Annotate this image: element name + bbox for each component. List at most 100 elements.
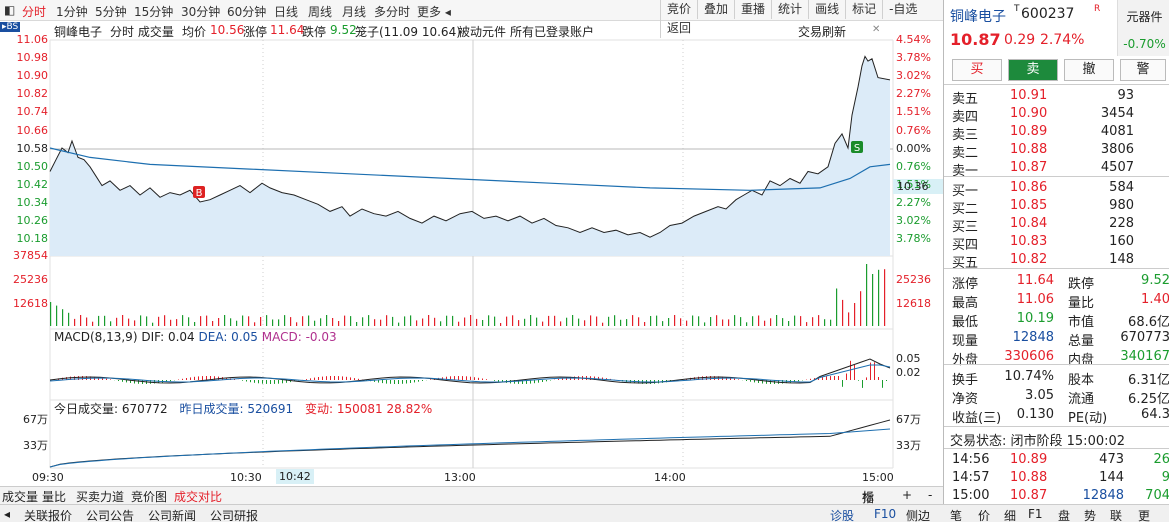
tool-remove-watchlist[interactable]: -自选 [882, 0, 923, 19]
stat-value: 12848 [984, 330, 1054, 345]
stat-value: 11.06 [984, 292, 1054, 307]
ask-price: 10.87 [1010, 160, 1047, 175]
tool-auction[interactable]: 竞价 [660, 0, 697, 19]
close-icon[interactable]: ✕ [872, 24, 880, 35]
panel-tab-trend[interactable]: 势 [1084, 507, 1096, 524]
footer-announcement[interactable]: 公司公告 [86, 507, 134, 524]
cancel-order-button[interactable]: 撤 [1064, 59, 1114, 81]
tab-buy-sell-force[interactable]: 买卖力道 [76, 488, 124, 505]
stat-row: 最低 10.19 市值 68.6亿 [944, 310, 1169, 328]
tab-1min[interactable]: 1分钟 [56, 3, 88, 20]
tab-30min[interactable]: 30分钟 [181, 3, 220, 20]
panel-stock-code: 600237 [1021, 6, 1074, 22]
tool-overlay[interactable]: 叠加 [697, 0, 734, 19]
ask-row[interactable]: 卖四 10.90 3454 [944, 105, 1169, 123]
svg-text:B: B [196, 188, 203, 199]
panel-tab-detail[interactable]: 细 [1004, 507, 1016, 524]
ask-volume: 4081 [1094, 124, 1134, 139]
cumvol-legend: 今日成交量: 670772 昨日成交量: 520691 变动: 150081 2… [54, 400, 432, 417]
vol-axis-low-right: 12618 [896, 297, 931, 310]
vol-axis-mid: 25236 [4, 273, 48, 286]
footer-bar: ◂ 关联报价 公司公告 公司新闻 公司研报 诊股 F10 侧边 笔 价 细 F1… [0, 504, 1169, 522]
bid-row[interactable]: 买五 10.82 148 [944, 251, 1169, 269]
tab-more[interactable]: 更多 ◂ [417, 3, 451, 20]
footer-related-quote[interactable]: 关联报价 [24, 507, 72, 524]
stat-label: 最低 [952, 311, 978, 330]
t-badge: T [1014, 4, 1020, 14]
cumvol-today: 今日成交量: 670772 [54, 402, 168, 416]
zoom-out-button[interactable]: - [928, 488, 932, 502]
tab-weekly[interactable]: 周线 [308, 3, 332, 20]
tab-auction-chart[interactable]: 竞价图 [131, 488, 167, 505]
price-tick: 10.42 [4, 178, 48, 191]
ask-row[interactable]: 卖五 10.91 93 [944, 87, 1169, 105]
tool-mark[interactable]: 标记 [845, 0, 882, 19]
price-tick: 10.98 [4, 51, 48, 64]
vol-axis-low: 12618 [4, 297, 48, 310]
tick-price: 10.89 [1010, 452, 1047, 467]
footer-news[interactable]: 公司新闻 [148, 507, 196, 524]
fund-label-2: 流通 [1068, 388, 1094, 407]
tab-multi-intraday[interactable]: 多分时 [374, 3, 410, 20]
tab-volume[interactable]: 成交量 [2, 488, 38, 505]
tool-replay[interactable]: 重播 [734, 0, 771, 19]
panel-stock-name[interactable]: 铜峰电子 [950, 6, 1006, 26]
panel-tab-f1[interactable]: F1 [1028, 507, 1043, 521]
tab-intraday[interactable]: 分时 [22, 3, 46, 20]
buy-button[interactable]: 买 [952, 59, 1002, 81]
stat-label: 最高 [952, 292, 978, 311]
panel-tab-more[interactable]: 更 [1138, 507, 1150, 524]
panel-tab-link[interactable]: 联 [1110, 507, 1122, 524]
bid-volume: 980 [1094, 198, 1134, 213]
tool-draw[interactable]: 画线 [808, 0, 845, 19]
trade-status: 交易状态: 闭市阶段 15:00:02 [950, 430, 1125, 449]
limit-up-value: 11.64 [270, 23, 304, 37]
tab-daily[interactable]: 日线 [274, 3, 298, 20]
bid-row[interactable]: 买一 10.86 584 [944, 179, 1169, 197]
buy-marker[interactable]: B [193, 186, 205, 199]
tab-volume-compare[interactable]: 成交对比 [174, 488, 222, 505]
panel-tab-board[interactable]: 盘 [1058, 507, 1070, 524]
tab-60min[interactable]: 60分钟 [227, 3, 266, 20]
tab-5min[interactable]: 5分钟 [95, 3, 127, 20]
footer-sidebar[interactable]: 侧边 [906, 507, 930, 524]
intraday-chart[interactable]: B S [0, 38, 943, 490]
tab-15min[interactable]: 15分钟 [134, 3, 173, 20]
tab-volume-ratio[interactable]: 量比 [42, 488, 66, 505]
tab-monthly[interactable]: 月线 [342, 3, 366, 20]
macd-legend: MACD(8,13,9) DIF: 0.04 DEA: 0.05 MACD: -… [54, 330, 337, 344]
panel-change-pct: 2.74% [1040, 32, 1084, 48]
cumvol-axis-67-right: 67万 [896, 411, 921, 427]
ask-row[interactable]: 卖二 10.88 3806 [944, 141, 1169, 159]
ask-row[interactable]: 卖一 10.87 4507 [944, 159, 1169, 177]
ask-row[interactable]: 卖三 10.89 4081 [944, 123, 1169, 141]
bid-price: 10.86 [1010, 180, 1047, 195]
sell-marker[interactable]: S [851, 141, 863, 154]
bid-volume: 160 [1094, 234, 1134, 249]
pct-tick: 3.78% [896, 232, 931, 245]
tool-stats[interactable]: 统计 [771, 0, 808, 19]
fund-label: 净资 [952, 388, 978, 407]
bid-row[interactable]: 买二 10.85 980 [944, 197, 1169, 215]
sector-box[interactable]: 元器件 -0.70% [1117, 0, 1169, 56]
price-tick: 10.18 [4, 232, 48, 245]
footer-diagnose[interactable]: 诊股 [830, 507, 854, 524]
index-button[interactable]: 指标 [862, 488, 874, 505]
sell-button[interactable]: 卖 [1008, 59, 1058, 81]
tick-row: 14:56 10.89 473 26 [944, 451, 1169, 469]
panel-tab-price[interactable]: 价 [978, 507, 990, 524]
expand-icon[interactable]: ◂ [4, 507, 10, 521]
footer-f10[interactable]: F10 [874, 507, 896, 521]
panel-tab-trades[interactable]: 笔 [950, 507, 962, 524]
footer-research[interactable]: 公司研报 [210, 507, 258, 524]
bid-row[interactable]: 买三 10.84 228 [944, 215, 1169, 233]
time-1400: 14:00 [654, 471, 686, 484]
zoom-in-button[interactable]: + [902, 488, 912, 502]
vol-axis-top: 37854 [4, 249, 48, 262]
fund-value-2: 64.3 [1104, 407, 1169, 422]
stat-value-2: 340167 [1104, 349, 1169, 364]
bid-row[interactable]: 买四 10.83 160 [944, 233, 1169, 251]
alert-button[interactable]: 警 [1120, 59, 1166, 81]
collapse-icon[interactable]: ◧ [4, 3, 15, 17]
stat-label: 外盘 [952, 349, 978, 368]
